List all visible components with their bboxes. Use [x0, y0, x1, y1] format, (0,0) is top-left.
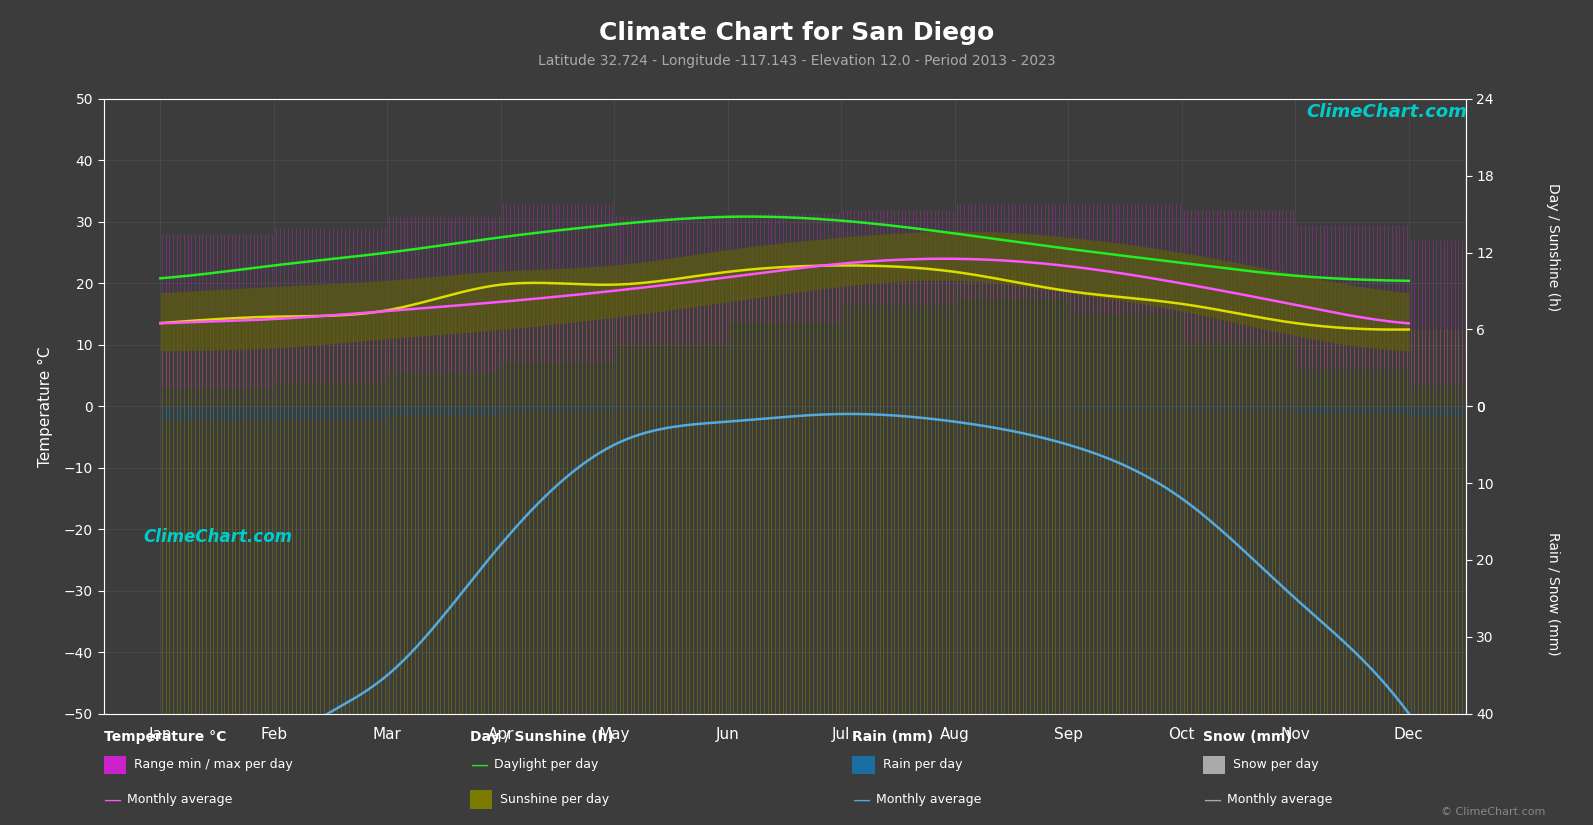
Text: Rain / Snow (mm): Rain / Snow (mm) [1547, 532, 1560, 656]
Y-axis label: Temperature °C: Temperature °C [38, 346, 53, 467]
Text: Sunshine per day: Sunshine per day [500, 793, 610, 806]
Text: Temperature °C: Temperature °C [104, 730, 226, 744]
Text: ClimeChart.com: ClimeChart.com [143, 528, 293, 546]
Text: Snow per day: Snow per day [1233, 758, 1319, 771]
Text: —: — [852, 790, 870, 808]
Text: Day / Sunshine (h): Day / Sunshine (h) [1547, 183, 1560, 312]
Text: Rain (mm): Rain (mm) [852, 730, 933, 744]
Text: Climate Chart for San Diego: Climate Chart for San Diego [599, 21, 994, 45]
Text: Monthly average: Monthly average [876, 793, 981, 806]
Text: Day / Sunshine (h): Day / Sunshine (h) [470, 730, 613, 744]
Text: Monthly average: Monthly average [1227, 793, 1332, 806]
Text: —: — [1203, 790, 1220, 808]
Text: Daylight per day: Daylight per day [494, 758, 599, 771]
Text: —: — [104, 790, 121, 808]
Text: Snow (mm): Snow (mm) [1203, 730, 1292, 744]
Text: ClimeChart.com: ClimeChart.com [1306, 103, 1467, 121]
Text: Monthly average: Monthly average [127, 793, 233, 806]
Text: Range min / max per day: Range min / max per day [134, 758, 293, 771]
Text: Latitude 32.724 - Longitude -117.143 - Elevation 12.0 - Period 2013 - 2023: Latitude 32.724 - Longitude -117.143 - E… [538, 54, 1055, 68]
Text: © ClimeChart.com: © ClimeChart.com [1440, 807, 1545, 817]
Text: Rain per day: Rain per day [883, 758, 962, 771]
Text: —: — [470, 756, 487, 774]
